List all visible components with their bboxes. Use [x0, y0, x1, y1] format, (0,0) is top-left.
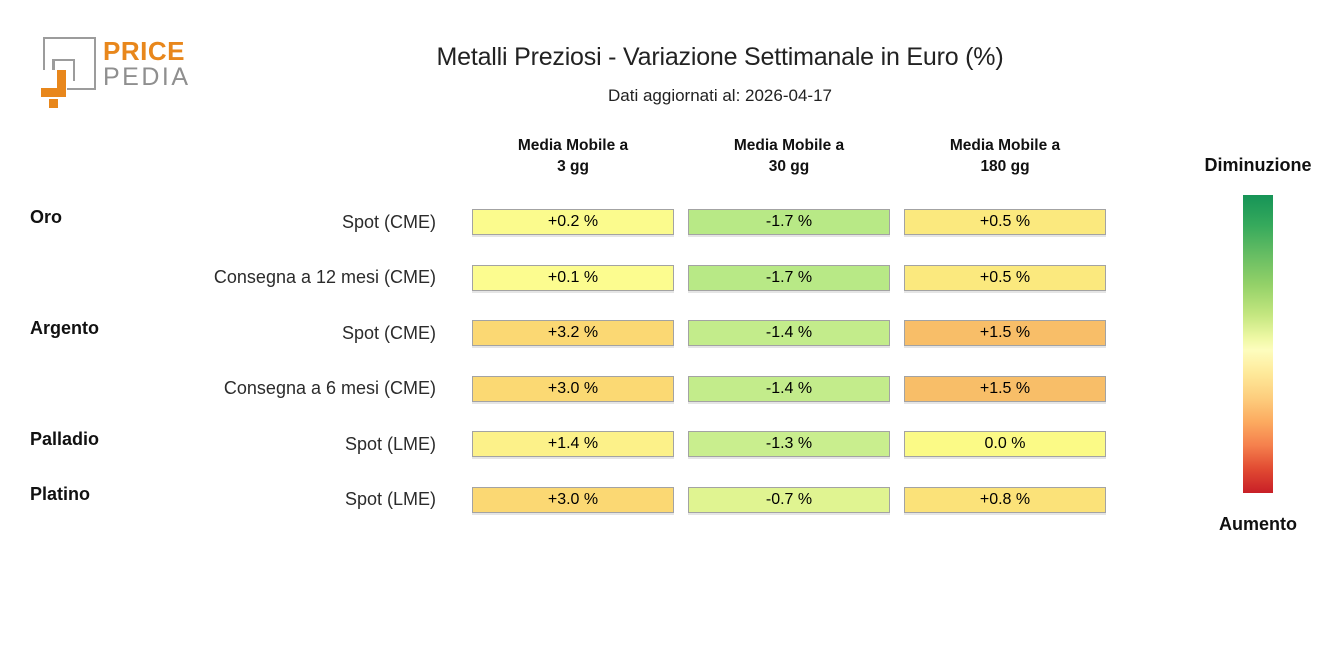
logo-inner-square-icon — [52, 59, 55, 70]
heatmap-cell: +0.5 % — [904, 209, 1106, 235]
column-header-30gg: Media Mobile a 30 gg — [688, 135, 890, 177]
column-header-line2: 30 gg — [768, 158, 810, 175]
series-label: Spot (LME) — [344, 489, 436, 509]
heatmap-cell: +0.8 % — [904, 486, 1106, 513]
logo-mask — [41, 70, 49, 94]
column-header-3gg: Media Mobile a 3 gg — [472, 135, 674, 177]
metal-label: Platino — [30, 484, 91, 504]
column-header-line2: 3 gg — [557, 158, 589, 175]
heatmap-cell: +3.0 % — [472, 486, 674, 513]
column-header-line2: 180 gg — [980, 158, 1030, 175]
series-label: Spot (CME) — [341, 322, 436, 343]
heatmap-cell: -0.7 % — [688, 486, 890, 513]
table-row: Palladio Spot (LME) +1.4 % -1.3 % 0.0 % — [30, 428, 1110, 457]
heatmap-cell: -1.4 % — [688, 375, 890, 402]
column-header-line1: Media Mobile a — [733, 137, 845, 154]
table-row: Consegna a 6 mesi (CME) +3.0 % -1.4 % +1… — [30, 375, 1110, 402]
metal-label: Argento — [30, 317, 99, 338]
logo-orange-corner-icon — [57, 70, 66, 97]
legend-label-aumento: Aumento — [1219, 514, 1297, 534]
legend-label-diminuzione: Diminuzione — [1204, 155, 1312, 175]
pricepedia-logo: PRICE PEDIA — [40, 26, 220, 116]
table-row: Oro Spot (CME) +0.2 % -1.7 % +0.5 % — [30, 206, 1110, 235]
series-label: Spot (LME) — [344, 433, 436, 454]
table-row: Consegna a 12 mesi (CME) +0.1 % -1.7 % +… — [30, 264, 1110, 291]
column-header-line1: Media Mobile a — [517, 137, 629, 154]
page-title: Metalli Preziosi - Variazione Settimanal… — [436, 43, 1004, 71]
heatmap-cell: +1.5 % — [904, 320, 1106, 346]
table-row: Argento Spot (CME) +3.2 % -1.4 % +1.5 % — [30, 317, 1110, 346]
heatmap-cell: -1.7 % — [688, 209, 890, 235]
heatmap-cell: +0.1 % — [472, 264, 674, 291]
series-label: Consegna a 12 mesi (CME) — [213, 267, 436, 287]
heatmap-cell: 0.0 % — [904, 431, 1106, 457]
heatmap-cell: +0.5 % — [904, 264, 1106, 291]
column-header-line1: Media Mobile a — [949, 137, 1061, 154]
logo-inner-square-icon — [52, 59, 75, 81]
logo-brand-price: PRICE — [103, 36, 185, 66]
logo-brand-pedia: PEDIA — [103, 63, 191, 91]
logo-orange-dot-icon — [49, 99, 58, 108]
metal-label: Palladio — [30, 428, 100, 449]
page-subtitle: Dati aggiornati al: 2026-04-17 — [608, 86, 832, 105]
logo-orange-corner-icon — [41, 88, 66, 97]
series-label: Spot (CME) — [341, 211, 436, 232]
column-header-180gg: Media Mobile a 180 gg — [904, 135, 1106, 177]
heatmap-cell: -1.7 % — [688, 264, 890, 291]
heatmap-table: Oro Spot (CME) +0.2 % -1.7 % +0.5 % Cons… — [30, 206, 1110, 542]
legend-gradient-bar — [1243, 195, 1273, 493]
heatmap-cell: +3.2 % — [472, 320, 674, 346]
metal-label: Oro — [30, 206, 63, 227]
heatmap-cell: -1.3 % — [688, 431, 890, 457]
series-label: Consegna a 6 mesi (CME) — [223, 378, 436, 398]
table-row: Platino Spot (LME) +3.0 % -0.7 % +0.8 % — [30, 484, 1110, 513]
heatmap-cell: +0.2 % — [472, 209, 674, 235]
heatmap-cell: -1.4 % — [688, 320, 890, 346]
logo-outer-square-icon — [43, 37, 96, 90]
heatmap-cell: +1.5 % — [904, 375, 1106, 402]
heatmap-cell: +3.0 % — [472, 375, 674, 402]
heatmap-cell: +1.4 % — [472, 431, 674, 457]
